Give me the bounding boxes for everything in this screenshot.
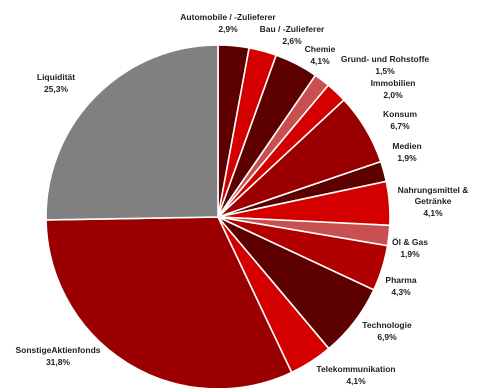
slice-label-name: Nahrungsmittel & [398, 185, 469, 195]
slice-label-11: Telekommunikation 4,1% [316, 364, 395, 386]
slice-label-value: 1,9% [397, 153, 417, 163]
pie-labels: Automobile / -Zulieferer 2,9% Bau / -Zulie… [15, 12, 468, 386]
slice-label-0: Automobile / -Zulieferer 2,9% [180, 12, 276, 34]
slice-label-value: 4,1% [423, 208, 443, 218]
slice-label-3: Grund- und Rohstoffe 1,5% [341, 54, 430, 76]
slice-label-5: Konsum 6,7% [383, 109, 417, 131]
slice-label-10: Technologie 6,9% [362, 320, 412, 342]
slice-label-value: 6,9% [377, 332, 397, 342]
slice-label-name: Medien [392, 141, 421, 151]
pie-slices [45, 44, 391, 388]
slice-label-name: Immobilien [371, 78, 416, 88]
slice-label-name: Konsum [383, 109, 417, 119]
slice-label-name: Chemie [305, 44, 336, 54]
slice-label-name: Automobile / -Zulieferer [180, 12, 276, 22]
slice-label-name: Liquidität [37, 72, 75, 82]
slice-label-8: Öl & Gas 1,9% [392, 237, 428, 259]
slice-label-value: 2,9% [218, 24, 238, 34]
pie-slice-13 [45, 44, 219, 221]
slice-label-name: SonstigeAktienfonds [15, 345, 100, 355]
slice-label-value: 2,0% [383, 90, 403, 100]
slice-label-value: 4,1% [346, 376, 366, 386]
slice-label-name: Pharma [385, 275, 416, 285]
slice-label-name: Bau / -Zulieferer [260, 24, 325, 34]
pie-slice-12 [45, 216, 293, 388]
slice-label-value: 31,8% [46, 357, 71, 367]
slice-label-name: Öl & Gas [392, 237, 428, 247]
slice-label-value: 6,7% [390, 121, 410, 131]
slice-label-value: 1,5% [375, 66, 395, 76]
slice-label-6: Medien 1,9% [392, 141, 421, 163]
slice-label-value: 1,9% [400, 249, 420, 259]
slice-label-name: Telekommunikation [316, 364, 395, 374]
slice-label-value: 2,6% [282, 36, 302, 46]
slice-label-name: Getränke [415, 196, 452, 206]
slice-label-name: Technologie [362, 320, 412, 330]
slice-label-2: Chemie 4,1% [305, 44, 336, 66]
slice-label-13: Liquidität 25,3% [37, 72, 75, 94]
slice-label-4: Immobilien 2,0% [371, 78, 416, 100]
slice-label-value: 4,1% [310, 56, 330, 66]
slice-label-1: Bau / -Zulieferer 2,6% [260, 24, 325, 46]
slice-label-name: Grund- und Rohstoffe [341, 54, 430, 64]
slice-label-value: 4,3% [391, 287, 411, 297]
slice-label-9: Pharma 4,3% [385, 275, 416, 297]
slice-label-12: SonstigeAktienfonds 31,8% [15, 345, 100, 367]
slice-label-7: Nahrungsmittel & Getränke 4,1% [398, 185, 469, 218]
slice-label-value: 25,3% [44, 84, 69, 94]
